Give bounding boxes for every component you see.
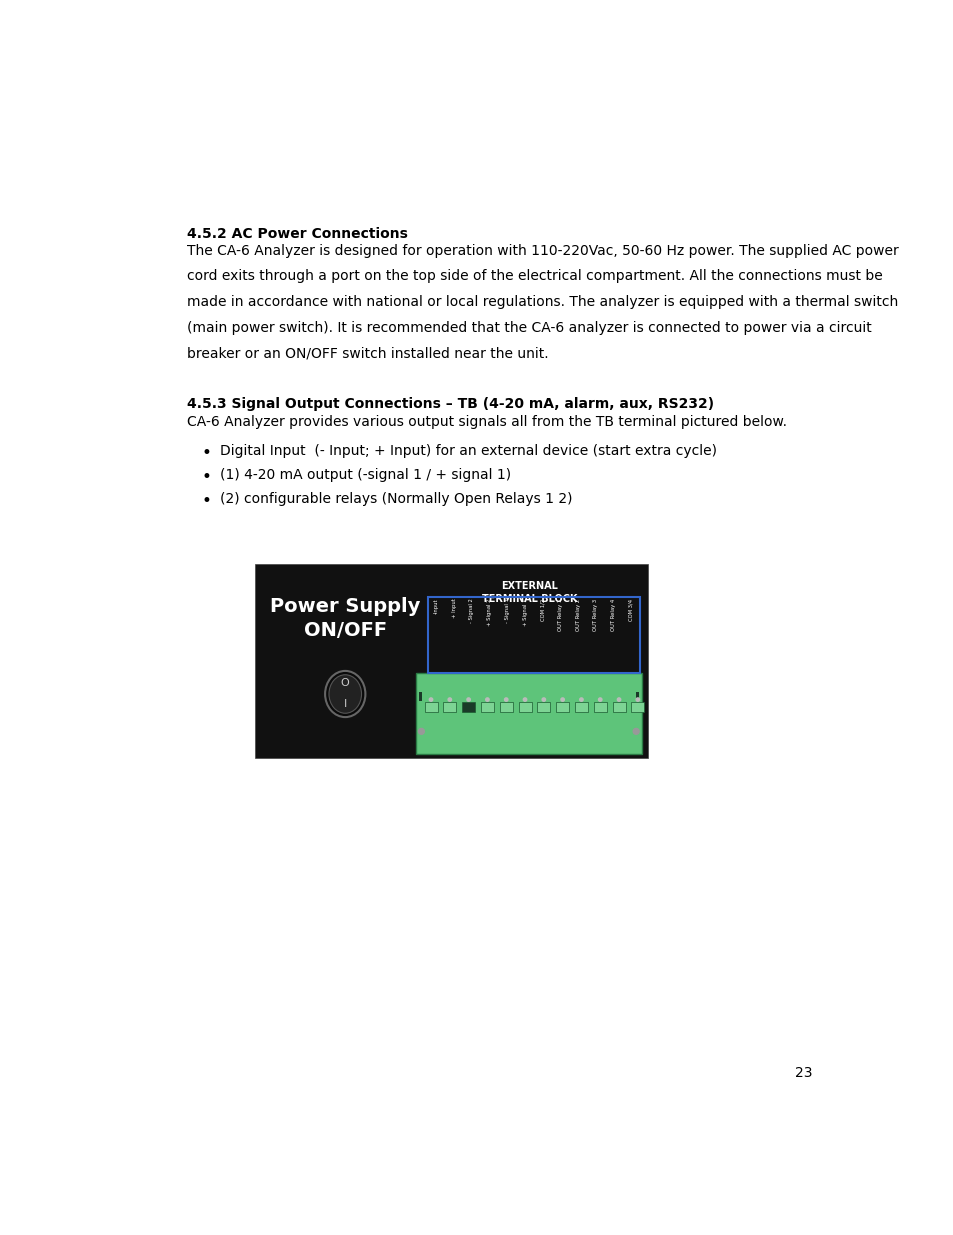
Text: (1) 4-20 mA output (-signal 1 / + signal 1): (1) 4-20 mA output (-signal 1 / + signal… — [220, 468, 511, 482]
Bar — [575, 703, 587, 711]
Bar — [443, 703, 456, 711]
Circle shape — [598, 698, 601, 701]
Circle shape — [541, 698, 545, 701]
Text: + Input: + Input — [452, 599, 456, 619]
Circle shape — [636, 698, 639, 701]
Text: - Signal 1: - Signal 1 — [504, 599, 509, 624]
Bar — [254, 564, 647, 758]
Bar — [416, 673, 641, 755]
Bar — [556, 703, 569, 711]
Bar — [537, 703, 550, 711]
Bar — [427, 597, 639, 673]
Text: Power Supply: Power Supply — [270, 597, 420, 616]
Text: COM 3/4: COM 3/4 — [628, 599, 633, 621]
Text: + Signal 1: + Signal 1 — [522, 599, 527, 626]
Ellipse shape — [325, 671, 365, 718]
Circle shape — [448, 698, 451, 701]
Bar — [499, 703, 512, 711]
Text: OUT Relay 2: OUT Relay 2 — [575, 599, 580, 631]
Text: •: • — [202, 493, 212, 510]
Text: 23: 23 — [794, 1066, 811, 1079]
Text: -Input: -Input — [434, 599, 438, 614]
Text: •: • — [202, 443, 212, 462]
Circle shape — [504, 698, 507, 701]
Text: COM 1/2: COM 1/2 — [539, 599, 545, 621]
Text: OUT Relay 4: OUT Relay 4 — [610, 599, 616, 631]
Bar — [593, 703, 606, 711]
Text: TERMINAL BLOCK: TERMINAL BLOCK — [481, 594, 578, 604]
Text: (2) configurable relays (Normally Open Relays 1 2): (2) configurable relays (Normally Open R… — [220, 493, 572, 506]
Circle shape — [579, 698, 582, 701]
Bar — [635, 692, 639, 701]
Circle shape — [617, 698, 620, 701]
Text: cord exits through a port on the top side of the electrical compartment. All the: cord exits through a port on the top sid… — [187, 269, 882, 284]
Text: OUT Relay 1: OUT Relay 1 — [558, 599, 562, 631]
Circle shape — [429, 698, 433, 701]
Bar — [631, 703, 643, 711]
Text: 4.5.2 AC Power Connections: 4.5.2 AC Power Connections — [187, 227, 408, 241]
Circle shape — [485, 698, 489, 701]
Text: Digital Input  (- Input; + Input) for an external device (start extra cycle): Digital Input (- Input; + Input) for an … — [220, 443, 717, 458]
Text: The CA-6 Analyzer is designed for operation with 110-220Vac, 50-60 Hz power. The: The CA-6 Analyzer is designed for operat… — [187, 243, 899, 258]
Ellipse shape — [329, 674, 361, 714]
Text: ON/OFF: ON/OFF — [303, 621, 386, 640]
Text: breaker or an ON/OFF switch installed near the unit.: breaker or an ON/OFF switch installed ne… — [187, 347, 549, 361]
Text: made in accordance with national or local regulations. The analyzer is equipped : made in accordance with national or loca… — [187, 295, 898, 309]
Circle shape — [560, 698, 564, 701]
Bar — [612, 703, 625, 711]
Text: I: I — [343, 699, 347, 709]
Text: EXTERNAL: EXTERNAL — [501, 580, 558, 590]
Text: CA-6 Analyzer provides various output signals all from the TB terminal pictured : CA-6 Analyzer provides various output si… — [187, 415, 786, 429]
Text: •: • — [202, 468, 212, 487]
Bar — [480, 703, 494, 711]
Bar — [418, 692, 421, 701]
Circle shape — [523, 698, 526, 701]
Text: 4.5.3 Signal Output Connections – TB (4-20 mA, alarm, aux, RS232): 4.5.3 Signal Output Connections – TB (4-… — [187, 398, 714, 411]
Text: OUT Relay 3: OUT Relay 3 — [593, 599, 598, 631]
Circle shape — [633, 729, 639, 735]
Bar — [518, 703, 531, 711]
Text: (main power switch). It is recommended that the CA-6 analyzer is connected to po: (main power switch). It is recommended t… — [187, 321, 871, 335]
Text: - Signal 2: - Signal 2 — [469, 599, 474, 624]
Text: + Signal 2: + Signal 2 — [487, 599, 492, 626]
Circle shape — [418, 729, 424, 735]
Bar — [424, 703, 437, 711]
Circle shape — [466, 698, 470, 701]
Text: O: O — [340, 678, 349, 688]
Bar — [461, 703, 475, 711]
